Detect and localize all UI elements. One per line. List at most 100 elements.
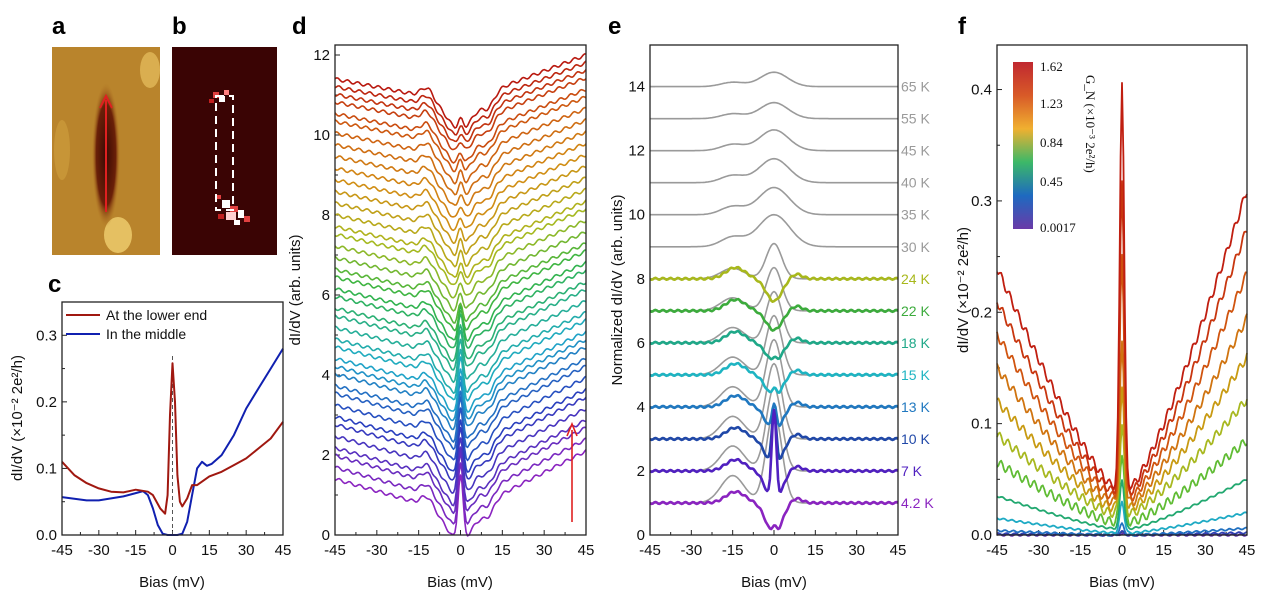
- panel-d-chart: -45 -30 -15 0 15 30 45 0 2 4 6 8 10 12: [313, 44, 595, 559]
- series-line: [334, 242, 587, 324]
- panel-c-xlabel: Bias (mV): [139, 574, 205, 591]
- temperature-label: 4.2 K: [901, 495, 934, 511]
- series-line: [334, 339, 587, 422]
- series-line: [334, 282, 587, 362]
- x-tick-label: 15: [807, 542, 824, 559]
- series-line: [996, 399, 1248, 518]
- series-line: [334, 375, 587, 462]
- normal-state-line: [650, 290, 898, 344]
- series-line: [334, 176, 587, 257]
- series-line: [334, 143, 587, 218]
- series-line: [334, 260, 587, 342]
- series-line: [334, 449, 587, 537]
- y-tick-label: 0.4: [971, 82, 992, 99]
- panel-label-f: f: [958, 13, 967, 40]
- series-line: [334, 330, 587, 413]
- y-tick-label: 8: [322, 207, 330, 224]
- normal-state-line: [650, 386, 898, 472]
- x-tick-label: 0: [770, 542, 778, 559]
- panel-label-b: b: [172, 13, 187, 40]
- temperature-label: 30 K: [901, 239, 930, 255]
- series-line: [334, 88, 587, 164]
- y-tick-label: 6: [637, 335, 645, 352]
- x-tick-label: -15: [1069, 542, 1091, 559]
- arrow-head-icon: [99, 93, 113, 109]
- series-line: [996, 479, 1247, 531]
- colorbar-title: G_N (×10⁻³ 2e²/h): [1083, 75, 1098, 173]
- panel-d-xlabel: Bias (mV): [427, 574, 493, 591]
- series-line: [334, 60, 587, 136]
- y-tick-label: 0.0: [971, 527, 992, 544]
- normal-state-line: [650, 242, 898, 280]
- series-line: [334, 269, 587, 349]
- panel-label-c: c: [48, 271, 61, 298]
- x-tick-label: -45: [639, 542, 661, 559]
- x-tick-label: -30: [1028, 542, 1050, 559]
- x-tick-label: -15: [408, 542, 430, 559]
- x-tick-label: 45: [578, 542, 595, 559]
- axes-frame: [649, 44, 899, 536]
- series-line: [334, 165, 587, 244]
- x-tick-label: -30: [88, 542, 110, 559]
- temperature-arrow: [566, 421, 578, 522]
- normal-state-line: [650, 410, 898, 504]
- series-line: [334, 396, 587, 481]
- normal-state-line: [650, 213, 898, 248]
- series-line: [334, 130, 587, 207]
- y-tick-label: 0.2: [971, 304, 992, 321]
- normal-state-line: [650, 101, 898, 120]
- y-tick-label: 0.3: [971, 193, 992, 210]
- series-line: [996, 530, 1248, 537]
- y-tick-label: 0: [322, 527, 330, 544]
- panel-e-ylabel: Normalized dI/dV (arb. units): [609, 195, 626, 386]
- series-line: [334, 357, 587, 443]
- y-tick-label: 10: [628, 207, 645, 224]
- series-line: [334, 289, 587, 371]
- series-line: [334, 318, 587, 402]
- panel-c-chart: -45 -30 -15 0 15 30 45 0.0 0.1 0.2 0.3: [36, 301, 292, 559]
- normal-state-line: [650, 157, 898, 184]
- series-line: [334, 154, 587, 232]
- series-line: [334, 187, 587, 268]
- series-line: [334, 347, 587, 431]
- series-line: [61, 348, 284, 536]
- y-tick-label: 0: [637, 527, 645, 544]
- series-line: [996, 439, 1248, 527]
- temperature-label: 45 K: [901, 143, 930, 159]
- series-line: [996, 253, 1248, 502]
- x-tick-label: 45: [275, 542, 292, 559]
- y-tick-label: 6: [322, 287, 330, 304]
- series-line: [334, 95, 587, 173]
- y-tick-label: 12: [628, 143, 645, 160]
- series-line: [334, 69, 587, 143]
- x-tick-label: 15: [494, 542, 511, 559]
- x-tick-label: 30: [536, 542, 553, 559]
- series-line: [649, 408, 899, 493]
- series-line: [334, 311, 586, 394]
- x-tick-label: 30: [1197, 542, 1214, 559]
- panel-e-chart: -45 -30 -15 0 15 30 45 0 2 4 6 8 10 12 14 65 K 55 K 45 K 4…: [628, 44, 934, 559]
- series-line: [334, 419, 587, 507]
- series-line: [334, 300, 587, 384]
- colorbar-label: 0.45: [1040, 174, 1063, 189]
- panel-c-ylabel: dI/dV (×10⁻² 2e²/h): [9, 355, 26, 481]
- series-line: [334, 220, 587, 299]
- y-tick-label: 14: [628, 79, 645, 96]
- normal-state-line: [650, 71, 898, 88]
- colorbar-label: 1.62: [1040, 59, 1063, 74]
- y-tick-label: 0.2: [36, 394, 57, 411]
- temperature-label: 13 K: [901, 399, 930, 415]
- temperature-label: 7 K: [901, 463, 923, 479]
- y-tick-label: 0.1: [36, 460, 57, 477]
- panel-f-xlabel: Bias (mV): [1089, 574, 1155, 591]
- y-tick-label: 0.3: [36, 327, 57, 344]
- series-line: [649, 329, 899, 361]
- series-line: [334, 437, 587, 525]
- x-tick-label: -45: [324, 542, 346, 559]
- series-line: [334, 409, 587, 494]
- y-tick-label: 2: [637, 463, 645, 480]
- legend-label: In the middle: [106, 326, 186, 342]
- series-line: [334, 208, 587, 286]
- temperature-label: 55 K: [901, 111, 930, 127]
